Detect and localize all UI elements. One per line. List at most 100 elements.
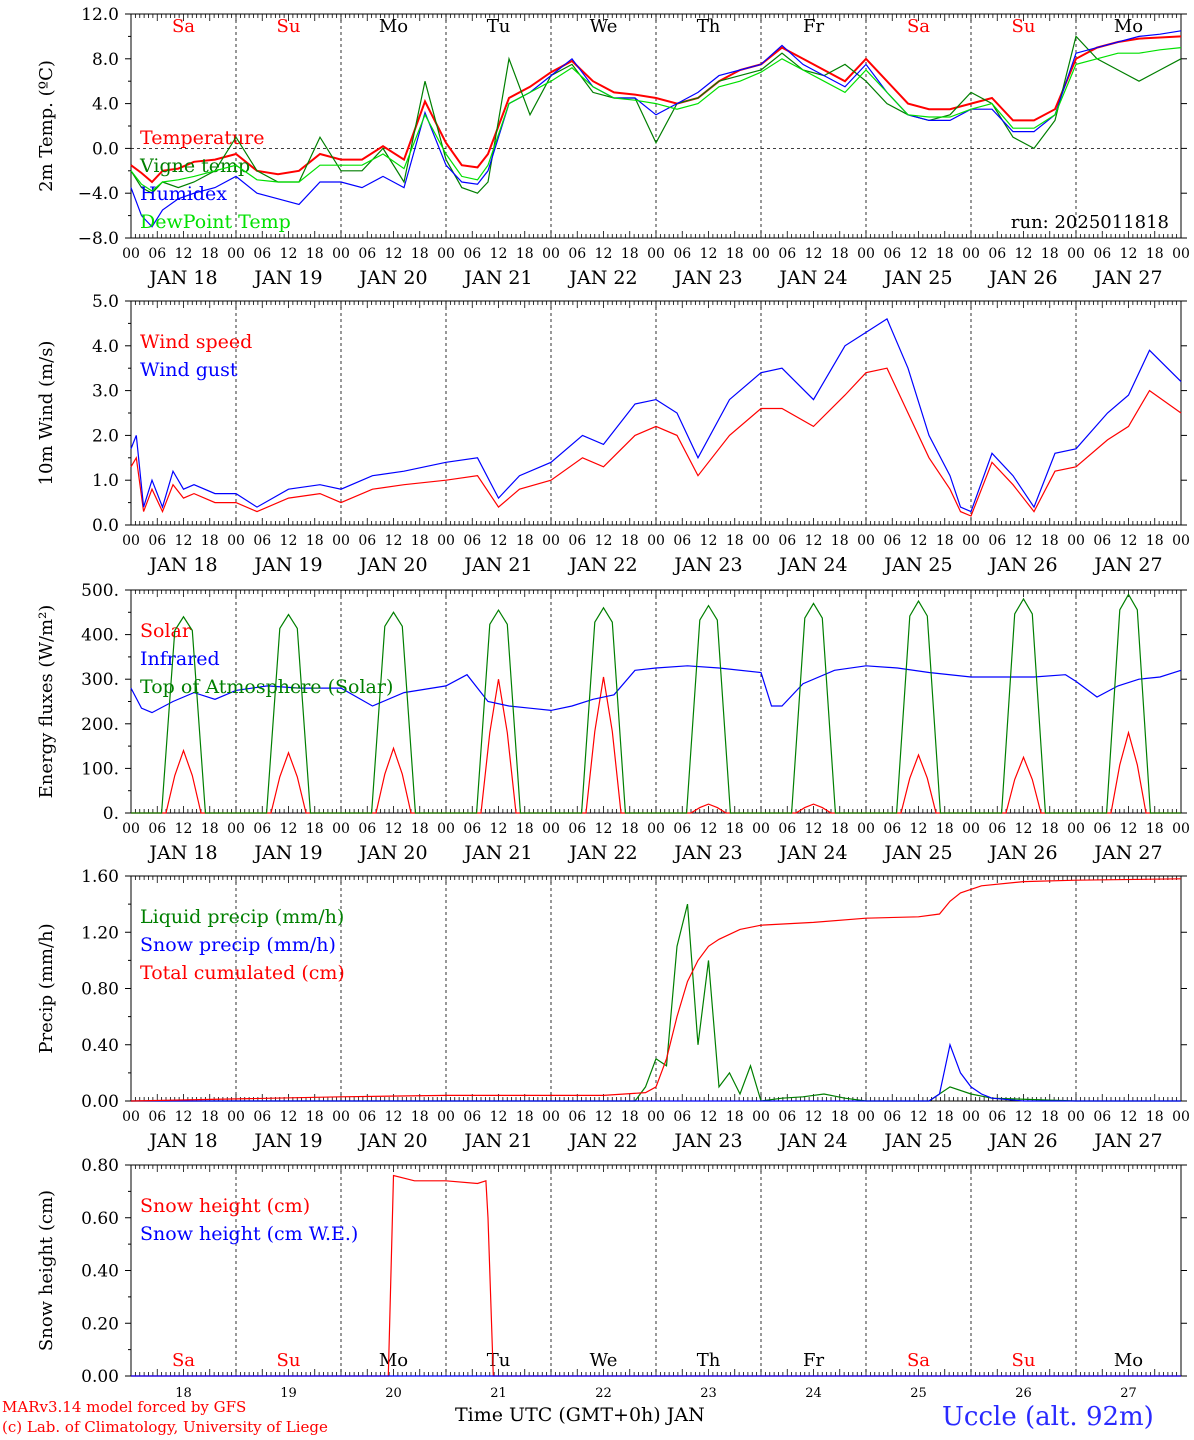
hour-tick-label: 12	[595, 1109, 613, 1125]
hour-tick-label: 00	[857, 533, 875, 549]
hour-tick-label: 12	[910, 246, 928, 262]
hour-tick-label: 12	[280, 821, 298, 837]
hour-tick-label: 12	[1015, 533, 1033, 549]
y-tick-label: 500.	[81, 581, 119, 601]
hour-tick-label: 00	[647, 533, 665, 549]
hour-tick-label: 12	[700, 246, 718, 262]
hour-tick-label: 12	[490, 533, 508, 549]
weekday-label: Su	[1012, 16, 1036, 37]
hour-tick-label: 18	[306, 1109, 324, 1125]
y-axis-label: 10m Wind (m/s)	[36, 341, 57, 486]
hour-tick-label: 06	[988, 1109, 1006, 1125]
y-tick-label: 100.	[81, 759, 119, 779]
hour-tick-label: 06	[463, 533, 481, 549]
y-tick-label: 0.00	[81, 1092, 119, 1112]
legend-entry: Vigne temp	[139, 155, 250, 177]
series-line	[130, 878, 1182, 1102]
y-tick-label: −8.0	[78, 229, 119, 249]
weekday-label: Sa	[172, 16, 195, 37]
hour-tick-label: 00	[1067, 533, 1085, 549]
hour-tick-label: 18	[516, 1109, 534, 1125]
hour-tick-label: 06	[358, 246, 376, 262]
hour-tick-label: 06	[568, 533, 586, 549]
hour-tick-label: 00	[227, 533, 245, 549]
hour-tick-label: 18	[201, 246, 219, 262]
date-label: JAN 26	[987, 267, 1057, 289]
y-tick-label: 0.80	[81, 1156, 119, 1176]
hour-tick-label: 06	[1093, 533, 1111, 549]
hour-tick-label: 00	[962, 246, 980, 262]
hour-tick-label: 12	[805, 821, 823, 837]
hour-tick-label: 06	[463, 246, 481, 262]
hour-tick-label: 00	[542, 1109, 560, 1125]
weekday-label: We	[590, 16, 618, 37]
weekday-label: Fr	[803, 1350, 824, 1371]
hour-tick-label: 00	[332, 533, 350, 549]
date-label: JAN 22	[567, 267, 637, 289]
hour-tick-label: 06	[988, 821, 1006, 837]
hour-tick-label: 06	[1093, 821, 1111, 837]
hour-tick-label: 18	[1041, 246, 1059, 262]
date-label: JAN 19	[252, 267, 322, 289]
hour-tick-label: 06	[883, 246, 901, 262]
hour-tick-label: 18	[936, 821, 954, 837]
hour-tick-label: 12	[385, 246, 403, 262]
hour-tick-label: 00	[1067, 246, 1085, 262]
weekday-label: Mo	[379, 16, 408, 37]
hour-tick-label: 00	[332, 821, 350, 837]
hour-tick-label: 06	[358, 533, 376, 549]
date-label: JAN 22	[567, 842, 637, 864]
hour-tick-label: 18	[201, 533, 219, 549]
date-label: JAN 18	[147, 554, 217, 576]
day-number-label: 26	[1015, 1386, 1032, 1401]
y-tick-label: 4.0	[92, 95, 119, 115]
date-label: JAN 26	[987, 842, 1057, 864]
date-label: JAN 18	[147, 1130, 217, 1152]
y-tick-label: 0.20	[81, 1314, 119, 1334]
panel-2: 5.0 4.0 3.0 2.0 1.0 0.0 10m Wind (m/s) 00 06 12 18…	[36, 292, 1190, 576]
hour-tick-label: 00	[437, 533, 455, 549]
legend-entry: Temperature	[140, 127, 264, 149]
date-label: JAN 20	[357, 267, 427, 289]
hour-tick-label: 12	[280, 1109, 298, 1125]
weekday-label: Su	[1012, 1350, 1036, 1371]
y-tick-label: 2.0	[92, 426, 119, 446]
y-tick-label: 0.	[103, 804, 119, 824]
date-label: JAN 27	[1092, 1130, 1162, 1152]
legend-entry: Snow height (cm W.E.)	[140, 1223, 358, 1245]
hour-tick-label: 12	[805, 246, 823, 262]
hour-tick-label: 00	[122, 1109, 140, 1125]
hour-tick-label: 12	[910, 821, 928, 837]
hour-tick-label: 18	[411, 1109, 429, 1125]
series-line	[130, 367, 1182, 517]
hour-tick-label: 18	[516, 533, 534, 549]
hour-tick-label: 06	[463, 821, 481, 837]
hour-tick-label: 00	[647, 1109, 665, 1125]
date-label: JAN 24	[777, 842, 847, 864]
legend-entry: Snow precip (mm/h)	[140, 934, 336, 956]
hour-tick-label: 18	[936, 246, 954, 262]
legend-entry: Top of Atmosphere (Solar)	[140, 676, 393, 698]
date-label: JAN 23	[672, 842, 742, 864]
hour-tick-label: 06	[883, 533, 901, 549]
date-label: JAN 18	[147, 267, 217, 289]
hour-tick-label: 00	[122, 246, 140, 262]
date-label: JAN 21	[462, 1130, 532, 1152]
hour-tick-label: 00	[122, 533, 140, 549]
hour-tick-label: 00	[857, 1109, 875, 1125]
weekday-label: Su	[277, 16, 301, 37]
hour-tick-label: 12	[595, 533, 613, 549]
hour-tick-label: 06	[673, 246, 691, 262]
hour-tick-label: 12	[1120, 246, 1138, 262]
y-axis-label: Precip (mm/h)	[36, 923, 57, 1053]
panel-4: 1.60 1.20 0.80 0.40 0.00 Precip (mm/h) 00 06 12 1…	[36, 867, 1190, 1152]
hour-tick-label: 06	[1093, 1109, 1111, 1125]
y-tick-label: 0.0	[92, 516, 119, 536]
hour-tick-label: 06	[148, 246, 166, 262]
y-tick-label: 0.00	[81, 1367, 119, 1387]
date-label: JAN 24	[777, 1130, 847, 1152]
legend-entry: Infrared	[140, 648, 220, 670]
hour-tick-label: 12	[1015, 246, 1033, 262]
hour-tick-label: 00	[542, 821, 560, 837]
